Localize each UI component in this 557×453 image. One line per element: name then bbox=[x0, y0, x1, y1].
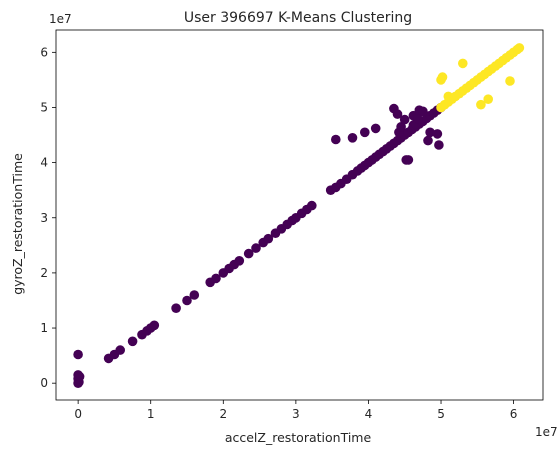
plot-area: 0 1 2 3 4 5 6 0 1 2 3 4 5 6 bbox=[40, 29, 544, 421]
x-offset-label: 1e7 bbox=[535, 425, 557, 439]
data-point-cluster-0 bbox=[251, 243, 261, 253]
x-tick-label: 4 bbox=[365, 407, 373, 421]
data-point-cluster-0 bbox=[403, 155, 414, 165]
data-point-cluster-0 bbox=[115, 345, 125, 355]
y-tick-label: 1 bbox=[40, 321, 48, 335]
data-point-cluster-0 bbox=[73, 349, 83, 360]
data-point-cluster-0 bbox=[434, 140, 444, 150]
y-tick-label: 6 bbox=[40, 45, 48, 59]
data-point-cluster-0 bbox=[418, 106, 428, 117]
x-tick-label: 0 bbox=[74, 407, 82, 421]
data-point-cluster-0 bbox=[243, 248, 254, 259]
x-tick-label: 5 bbox=[437, 407, 445, 421]
data-point-cluster-0 bbox=[171, 303, 181, 314]
data-point-cluster-1 bbox=[514, 43, 525, 53]
y-tick-label: 2 bbox=[40, 266, 48, 280]
data-point-cluster-0 bbox=[360, 127, 370, 138]
data-point-cluster-1 bbox=[483, 94, 494, 104]
data-point-cluster-0 bbox=[211, 273, 221, 284]
x-tick-label: 3 bbox=[292, 407, 300, 421]
data-point-cluster-0 bbox=[182, 295, 192, 306]
data-point-cluster-0 bbox=[370, 123, 381, 134]
data-point-cluster-0 bbox=[73, 370, 83, 380]
y-axis-label: gyroZ_restorationTime bbox=[10, 153, 25, 295]
data-point-cluster-0 bbox=[396, 122, 406, 132]
data-point-cluster-0 bbox=[413, 113, 423, 124]
data-point-cluster-0 bbox=[399, 114, 410, 125]
data-point-cluster-0 bbox=[127, 336, 138, 347]
x-tick-label: 2 bbox=[219, 407, 227, 421]
data-point-cluster-1 bbox=[458, 58, 468, 69]
y-tick-label: 3 bbox=[40, 211, 48, 225]
y-offset-label: 1e7 bbox=[49, 12, 72, 26]
x-axis-label: accelZ_restorationTime bbox=[225, 430, 372, 445]
data-point-cluster-0 bbox=[189, 290, 200, 300]
data-point-cluster-0 bbox=[307, 200, 317, 211]
data-point-cluster-0 bbox=[425, 127, 435, 138]
y-tick-label: 4 bbox=[40, 156, 48, 170]
y-tick-label: 5 bbox=[40, 100, 48, 114]
data-point-cluster-0 bbox=[263, 233, 274, 244]
x-tick-label: 1 bbox=[147, 407, 155, 421]
data-point-cluster-1 bbox=[437, 72, 448, 82]
data-point-cluster-0 bbox=[432, 129, 443, 139]
x-tick-label: 6 bbox=[510, 407, 518, 421]
data-point-cluster-0 bbox=[392, 109, 403, 119]
data-point-cluster-0 bbox=[347, 133, 358, 143]
y-tick-label: 0 bbox=[40, 376, 48, 390]
data-point-cluster-0 bbox=[149, 320, 160, 331]
data-point-cluster-0 bbox=[234, 255, 245, 266]
chart-title: User 396697 K-Means Clustering bbox=[184, 10, 412, 26]
data-point-cluster-0 bbox=[423, 135, 433, 146]
axes-frame bbox=[55, 29, 544, 401]
data-point-cluster-0 bbox=[331, 134, 341, 145]
data-point-cluster-1 bbox=[476, 99, 486, 110]
data-point-cluster-1 bbox=[505, 76, 515, 86]
